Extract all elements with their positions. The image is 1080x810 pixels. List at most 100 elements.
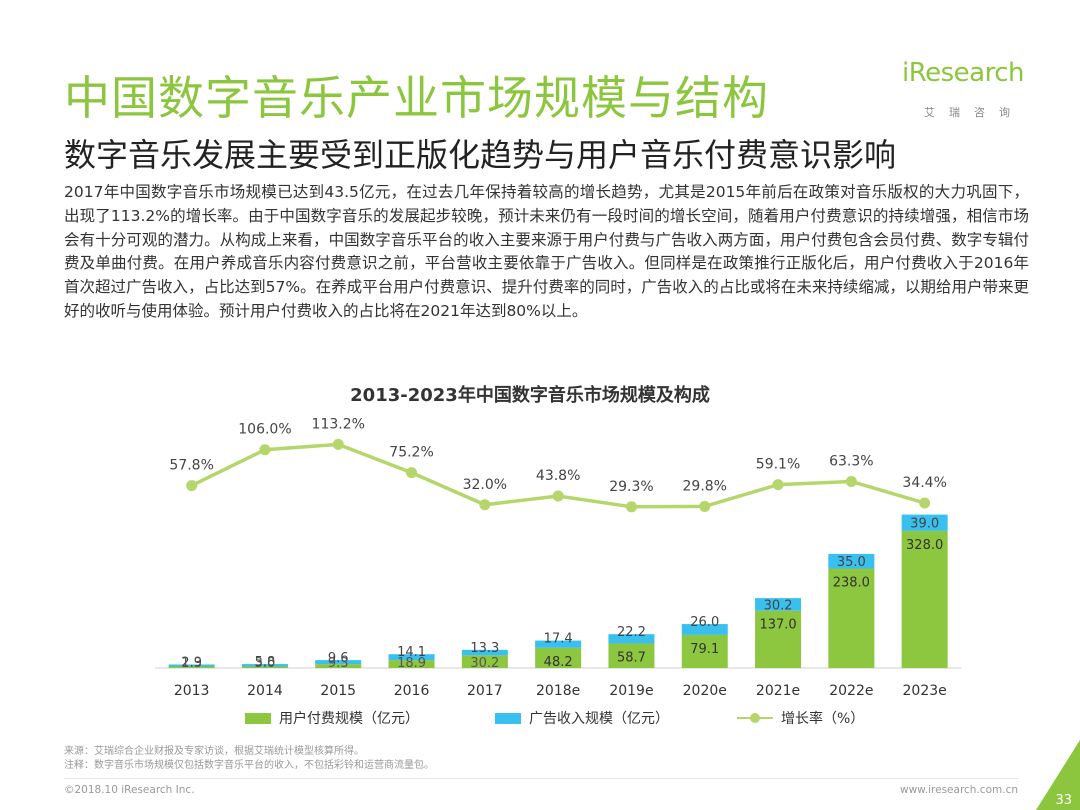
- data-label-paid: 58.7: [617, 650, 646, 665]
- logo-chinese: 艾瑞咨询: [924, 106, 1024, 119]
- bar-ad: [901, 514, 948, 531]
- source-note: 来源：艾瑞综合企业财报及专家访谈，根据艾瑞统计模型核算所得。 注释：数字音乐市场…: [64, 745, 434, 773]
- data-label-ad: 22.2: [617, 625, 646, 640]
- legend-swatch-ad: [495, 712, 521, 724]
- growth-label: 59.1%: [756, 457, 800, 473]
- chart-legend: 用户付费规模（亿元） 广告收入规模（亿元） 增长率（%）: [245, 708, 945, 730]
- footer-divider: [64, 778, 1019, 779]
- page-subtitle: 数字音乐发展主要受到正版化趋势与用户音乐付费意识影响: [64, 136, 897, 174]
- legend-swatch-growth: [737, 712, 773, 724]
- x-tick-label: 2015: [320, 683, 356, 699]
- data-label-paid: 1.3: [181, 656, 202, 671]
- growth-point: [625, 501, 637, 513]
- bar-ad: [315, 660, 362, 665]
- website-link[interactable]: www.iresearch.com.cn: [899, 784, 1018, 796]
- data-label-ad: 2.9: [181, 656, 202, 671]
- bar-paid: [388, 660, 435, 668]
- x-tick-label: 2023e: [903, 683, 947, 699]
- growth-label: 29.3%: [609, 479, 653, 495]
- growth-point: [406, 467, 418, 479]
- growth-label: 29.8%: [683, 478, 727, 494]
- data-label-paid: 18.9: [397, 656, 426, 671]
- data-label-paid: 79.1: [690, 642, 719, 657]
- growth-point: [186, 480, 198, 492]
- data-label-ad: 35.0: [837, 555, 866, 570]
- data-label-ad: 14.1: [397, 645, 426, 660]
- growth-point: [552, 490, 564, 502]
- bar-paid: [681, 634, 728, 668]
- x-tick-label: 2013: [174, 683, 210, 699]
- bar-ad: [828, 553, 875, 569]
- note-line: 注释：数字音乐市场规模仅包括数字音乐平台的收入，不包括彩铃和运营商流量包。: [64, 760, 434, 771]
- bar-ad: [168, 664, 215, 667]
- source-line: 来源：艾瑞综合企业财报及专家访谈，根据艾瑞统计模型核算所得。: [64, 746, 364, 757]
- growth-label: 34.4%: [902, 475, 946, 491]
- x-tick-label: 2021e: [756, 683, 800, 699]
- legend-label-ad: 广告收入规模（亿元）: [529, 711, 669, 727]
- copyright: ©2018.10 iResearch Inc.: [64, 784, 195, 796]
- intro-paragraph: 2017年中国数字音乐市场规模已达到43.5亿元，在过去几年保持着较高的增长趋势…: [64, 183, 1029, 320]
- x-tick-label: 2020e: [683, 683, 727, 699]
- legend-item-paid: 用户付费规模（亿元）: [245, 708, 419, 728]
- data-label-paid: 48.2: [544, 655, 573, 670]
- x-tick-label: 2014: [247, 683, 283, 699]
- growth-point: [919, 497, 931, 509]
- data-label-paid: 9.3: [328, 656, 349, 671]
- chart-title: 2013-2023年中国数字音乐市场规模及构成: [350, 385, 710, 406]
- bar-paid: [755, 610, 802, 668]
- bar-paid: [315, 664, 362, 668]
- legend-item-growth: 增长率（%）: [737, 708, 864, 728]
- growth-label: 106.0%: [238, 422, 291, 438]
- growth-label: 113.2%: [312, 416, 365, 432]
- x-tick-label: 2022e: [829, 683, 873, 699]
- bar-paid: [608, 643, 655, 668]
- bar-paid: [168, 666, 215, 668]
- legend-label-growth: 增长率（%）: [781, 711, 865, 727]
- data-label-ad: 9.6: [328, 651, 349, 666]
- legend-swatch-paid: [245, 712, 271, 724]
- bar-paid: [535, 647, 582, 668]
- legend-item-ad: 广告收入规模（亿元）: [495, 708, 669, 728]
- data-label-ad: 30.2: [764, 598, 793, 613]
- data-label-ad: 26.0: [690, 615, 719, 630]
- bar-ad: [535, 640, 582, 648]
- page-title: 中国数字音乐产业市场规模与结构: [64, 71, 769, 125]
- data-label-paid: 238.0: [833, 576, 870, 591]
- bar-paid: [901, 530, 948, 668]
- data-label-paid: 328.0: [906, 538, 943, 553]
- legend-label-paid: 用户付费规模（亿元）: [279, 711, 419, 727]
- growth-label: 32.0%: [463, 477, 507, 493]
- bar-paid: [241, 666, 288, 668]
- bar-ad: [755, 598, 802, 611]
- growth-label: 63.3%: [829, 453, 873, 469]
- growth-point: [479, 499, 491, 511]
- x-tick-label: 2017: [467, 683, 503, 699]
- page-number: 33: [1055, 793, 1072, 808]
- x-tick-label: 2019e: [609, 683, 653, 699]
- bar-ad: [608, 634, 655, 644]
- bar-ad: [241, 664, 288, 667]
- data-label-ad: 39.0: [910, 517, 939, 532]
- growth-point: [259, 444, 271, 456]
- growth-point: [772, 479, 784, 491]
- logo-wordmark: iResearch: [902, 58, 1024, 88]
- growth-label: 75.2%: [389, 445, 433, 461]
- data-label-paid: 30.2: [470, 656, 499, 671]
- bar-ad: [461, 649, 508, 656]
- x-tick-label: 2016: [394, 683, 430, 699]
- bar-paid: [828, 568, 875, 668]
- data-label-ad: 5.8: [255, 655, 276, 670]
- growth-label: 43.8%: [536, 468, 580, 484]
- x-tick-label: 2018e: [536, 683, 580, 699]
- growth-point: [699, 500, 711, 512]
- data-label-paid: 137.0: [759, 618, 796, 633]
- growth-point: [845, 475, 857, 487]
- bar-ad: [388, 654, 435, 661]
- data-label-ad: 13.3: [470, 641, 499, 656]
- iresearch-logo: iResearch 艾瑞咨询: [894, 58, 1024, 128]
- growth-point: [332, 438, 344, 450]
- data-label-paid: 3.0: [255, 656, 276, 671]
- growth-label: 57.8%: [169, 458, 213, 474]
- bar-ad: [681, 624, 728, 635]
